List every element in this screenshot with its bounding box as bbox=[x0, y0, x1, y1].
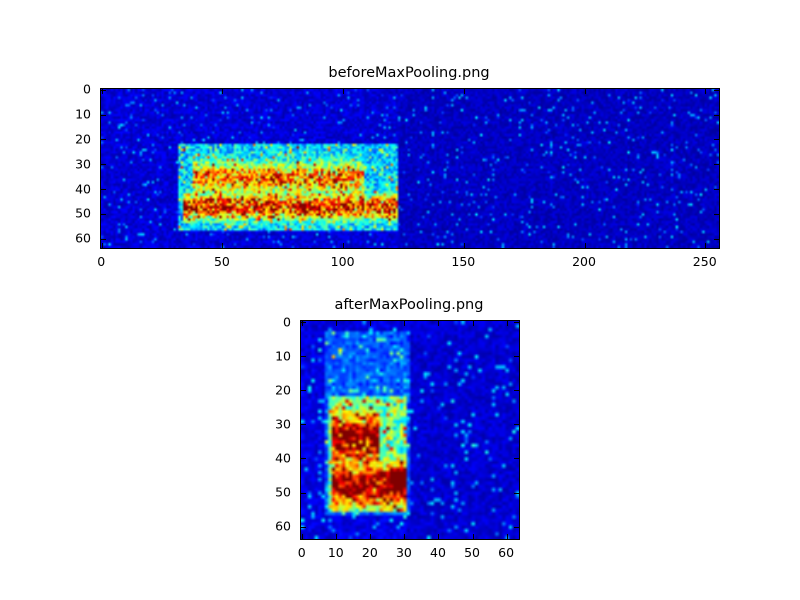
x-tick-label: 150 bbox=[451, 254, 476, 269]
y-tick-label: 0 bbox=[283, 314, 291, 330]
tick-mark bbox=[705, 243, 707, 248]
tick-mark bbox=[101, 114, 106, 116]
x-tick-label: 10 bbox=[327, 545, 344, 560]
tick-mark bbox=[514, 526, 519, 528]
plot-title: beforeMaxPooling.png bbox=[328, 65, 490, 81]
tick-mark bbox=[101, 238, 106, 240]
tick-mark bbox=[514, 458, 519, 460]
tick-mark bbox=[101, 89, 106, 91]
x-tick-label: 50 bbox=[464, 545, 480, 560]
tick-mark bbox=[101, 89, 103, 94]
tick-mark bbox=[506, 534, 508, 539]
tick-mark bbox=[336, 321, 338, 326]
tick-mark bbox=[438, 321, 440, 326]
tick-mark bbox=[101, 189, 106, 191]
x-tick-label: 40 bbox=[430, 545, 446, 560]
tick-mark bbox=[705, 89, 707, 94]
tick-mark bbox=[301, 356, 306, 358]
tick-mark bbox=[302, 534, 304, 539]
y-tick-label: 10 bbox=[275, 348, 291, 364]
x-tick-label: 250 bbox=[692, 254, 717, 269]
tick-mark bbox=[584, 243, 586, 248]
tick-mark bbox=[714, 164, 719, 166]
y-tick-label: 50 bbox=[75, 205, 91, 221]
tick-mark bbox=[514, 390, 519, 392]
tick-mark bbox=[301, 390, 306, 392]
tick-mark bbox=[472, 321, 474, 326]
y-tick-label: 40 bbox=[275, 450, 291, 466]
tick-mark bbox=[506, 321, 508, 326]
tick-mark bbox=[101, 213, 106, 215]
tick-mark bbox=[714, 189, 719, 191]
tick-mark bbox=[101, 139, 106, 141]
tick-mark bbox=[370, 534, 372, 539]
tick-mark bbox=[714, 213, 719, 215]
tick-mark bbox=[301, 424, 306, 426]
tick-mark bbox=[370, 321, 372, 326]
y-tick-label: 60 bbox=[275, 518, 291, 534]
tick-mark bbox=[343, 243, 345, 248]
tick-mark bbox=[438, 534, 440, 539]
tick-mark bbox=[101, 243, 103, 248]
tick-mark bbox=[514, 492, 519, 494]
tick-mark bbox=[714, 114, 719, 116]
x-tick-label: 20 bbox=[361, 545, 378, 560]
y-tick-label: 30 bbox=[75, 156, 91, 172]
tick-mark bbox=[714, 238, 719, 240]
tick-mark bbox=[222, 243, 224, 248]
tick-mark bbox=[302, 321, 304, 326]
x-tick-label: 100 bbox=[330, 254, 355, 269]
plot-title: afterMaxPooling.png bbox=[334, 297, 484, 313]
tick-mark bbox=[101, 164, 106, 166]
heatmap-image bbox=[101, 89, 719, 248]
x-tick-label: 0 bbox=[297, 545, 306, 560]
y-tick-label: 0 bbox=[83, 81, 91, 97]
tick-mark bbox=[463, 243, 465, 248]
x-tick-label: 200 bbox=[572, 254, 596, 269]
tick-mark bbox=[301, 492, 306, 494]
tick-mark bbox=[301, 458, 306, 460]
tick-mark bbox=[336, 534, 338, 539]
tick-mark bbox=[463, 89, 465, 94]
tick-mark bbox=[514, 356, 519, 358]
tick-mark bbox=[472, 534, 474, 539]
tick-mark bbox=[584, 89, 586, 94]
y-tick-label: 20 bbox=[275, 382, 291, 398]
axes-area bbox=[100, 88, 720, 249]
tick-mark bbox=[514, 424, 519, 426]
heatmap-image bbox=[301, 321, 519, 539]
tick-mark bbox=[404, 534, 406, 539]
x-tick-label: 0 bbox=[97, 254, 106, 269]
y-tick-label: 10 bbox=[75, 106, 91, 122]
tick-mark bbox=[714, 89, 719, 91]
tick-mark bbox=[301, 322, 306, 324]
y-tick-label: 50 bbox=[275, 484, 291, 500]
tick-mark bbox=[404, 321, 406, 326]
tick-mark bbox=[514, 322, 519, 324]
y-tick-label: 30 bbox=[275, 416, 291, 432]
tick-mark bbox=[301, 526, 306, 528]
y-tick-label: 60 bbox=[75, 230, 91, 246]
tick-mark bbox=[222, 89, 224, 94]
y-tick-label: 20 bbox=[75, 131, 91, 147]
tick-mark bbox=[714, 139, 719, 141]
y-tick-label: 40 bbox=[75, 181, 91, 197]
tick-mark bbox=[343, 89, 345, 94]
x-tick-label: 60 bbox=[498, 545, 515, 560]
x-tick-label: 30 bbox=[395, 545, 412, 560]
axes-area bbox=[300, 320, 520, 540]
x-tick-label: 50 bbox=[213, 254, 230, 269]
